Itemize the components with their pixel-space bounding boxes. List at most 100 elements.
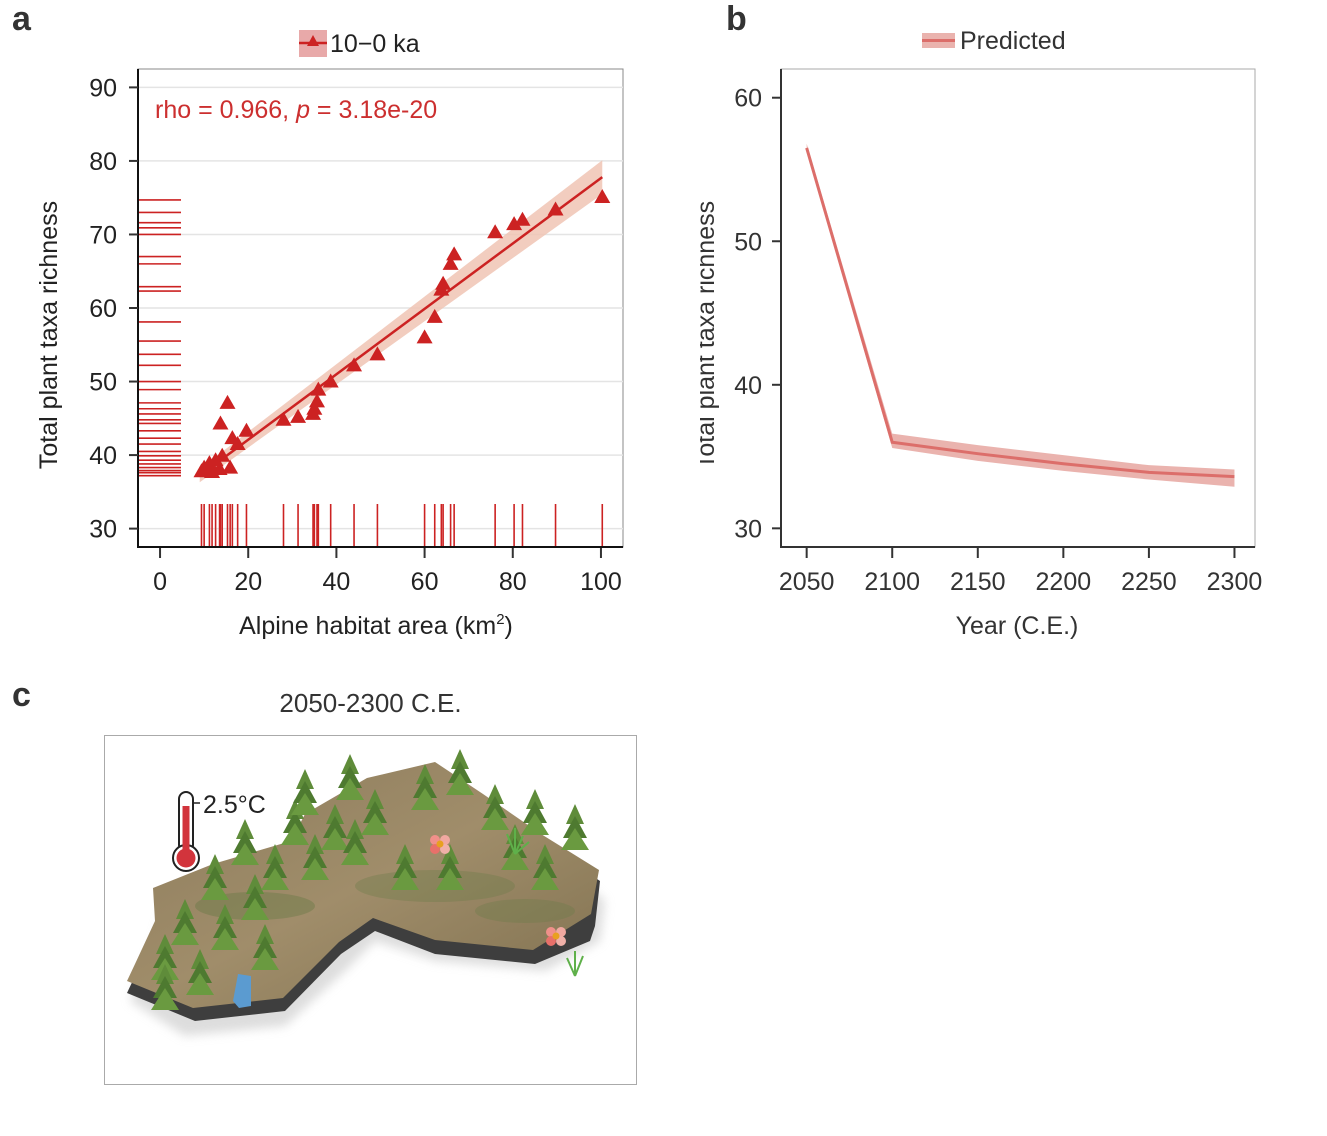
conifer-tree-icon [156,934,174,954]
terrain-surface [127,762,599,1008]
conifer-tree-icon [413,776,437,798]
conifer-tree-icon [291,793,319,815]
conifer-tree-icon [523,801,547,823]
panel-letter-c: c [12,676,31,714]
conifer-tree-icon [251,948,279,970]
conifer-tree-icon [363,801,387,823]
chart-b-legend: Predicted [922,27,1066,55]
conifer-tree-icon [396,844,414,864]
data-point-triangle [369,346,386,361]
regression-line [198,176,604,477]
x-tick-label: 2150 [950,568,1006,596]
conifer-tree-icon [156,964,174,984]
conifer-tree-icon [338,766,362,788]
x-tick-label: 100 [580,568,622,596]
conifer-tree-icon [231,843,259,865]
y-tick-label: 60 [89,295,117,323]
data-point-triangle [547,201,564,216]
x-tick-label: 2050 [779,568,835,596]
conifer-tree-icon [446,773,474,795]
y-tick-label: 30 [89,516,117,544]
conifer-tree-icon [263,856,287,878]
y-tick-label: 50 [734,228,762,256]
conifer-tree-icon [483,796,507,818]
panel-letter-a: a [12,0,31,38]
conifer-tree-icon [361,813,389,835]
data-point-triangle [416,329,433,344]
conifer-tree-icon [293,781,317,803]
conifer-tree-icon [153,946,177,968]
conifer-tree-icon [186,973,214,995]
conifer-tree-icon [441,844,459,864]
grass-icon [506,828,584,977]
x-tick-label: 0 [153,568,167,596]
conifer-tree-icon [343,831,367,853]
x-tick-label: 20 [234,568,262,596]
y-tick-label: 60 [734,85,762,113]
data-point-triangle [212,415,229,430]
conifer-tree-icon [173,911,197,933]
data-point-triangle [219,394,236,409]
conifer-tree-icon [533,856,557,878]
panel-letter-b: b [726,0,747,38]
conifer-tree-icon [341,843,369,865]
conifer-tree-icon [236,819,254,839]
data-point-triangle [211,461,228,476]
y-tick-label: 80 [89,148,117,176]
conifer-tree-icon [411,788,439,810]
conifer-tree-icon [306,834,324,854]
conifer-tree-icon [266,844,284,864]
panel-c-illustration-frame: 2.5°C [104,735,637,1085]
panel-c-title: 2050-2300 C.E. [279,688,462,718]
data-point-triangle [346,357,363,372]
legend-label: 10−0 ka [330,30,420,58]
conifer-tree-icon [526,789,544,809]
moss-patch [355,870,515,902]
conifer-tree-icon [201,878,229,900]
data-point-triangle [594,188,611,203]
conifer-tree-icon [256,924,274,944]
data-point-triangle [222,459,239,474]
data-point-triangle [442,255,459,270]
conifer-tree-icon [253,936,277,958]
x-axis-label: Alpine habitat area (km2) [239,611,513,640]
y-tick-label: 40 [89,442,117,470]
data-point-triangle [290,408,307,423]
conifer-tree-icon [281,823,309,845]
conifer-tree-icon [481,808,509,830]
conifer-tree-icon [486,784,504,804]
lake [233,974,251,1008]
data-point-triangle [193,463,210,478]
conifer-tree-icon [566,804,584,824]
y-tick-label: 50 [89,369,117,397]
moss-patch [475,899,575,923]
conifer-tree-icon [323,816,347,838]
conifer-tree-icon [341,754,359,774]
conifer-tree-icon [301,858,329,880]
conifer-tree-icon [416,764,434,784]
x-tick-label: 2100 [864,568,920,596]
x-tick-label: 60 [411,568,439,596]
conifer-tree-icon [241,898,269,920]
conifer-tree-icon [303,846,327,868]
data-point-triangle [487,224,504,239]
data-point-triangle [433,281,450,296]
data-point-triangle [224,430,241,445]
data-point-triangle [310,381,327,396]
conifer-tree-icon [561,828,589,850]
flower-icon [430,835,450,854]
conifer-tree-icon [451,749,469,769]
x-tick-label: 2300 [1207,568,1263,596]
terrain-illustration: 2.5°C [127,749,605,1036]
x-tick-label: 2200 [1036,568,1092,596]
conifer-tree-icon [336,778,364,800]
y-axis-label: Total plant taxa richness [700,201,720,469]
conifer-tree-icon [283,811,307,833]
temperature-label: 2.5°C [203,791,266,819]
conifer-tree-icon [436,868,464,890]
conifer-tree-icon [321,828,349,850]
conifer-tree-icon [191,949,209,969]
conifer-tree-icon [188,961,212,983]
x-axis-label: Year (C.E.) [956,612,1079,640]
conifer-tree-icon [521,813,549,835]
